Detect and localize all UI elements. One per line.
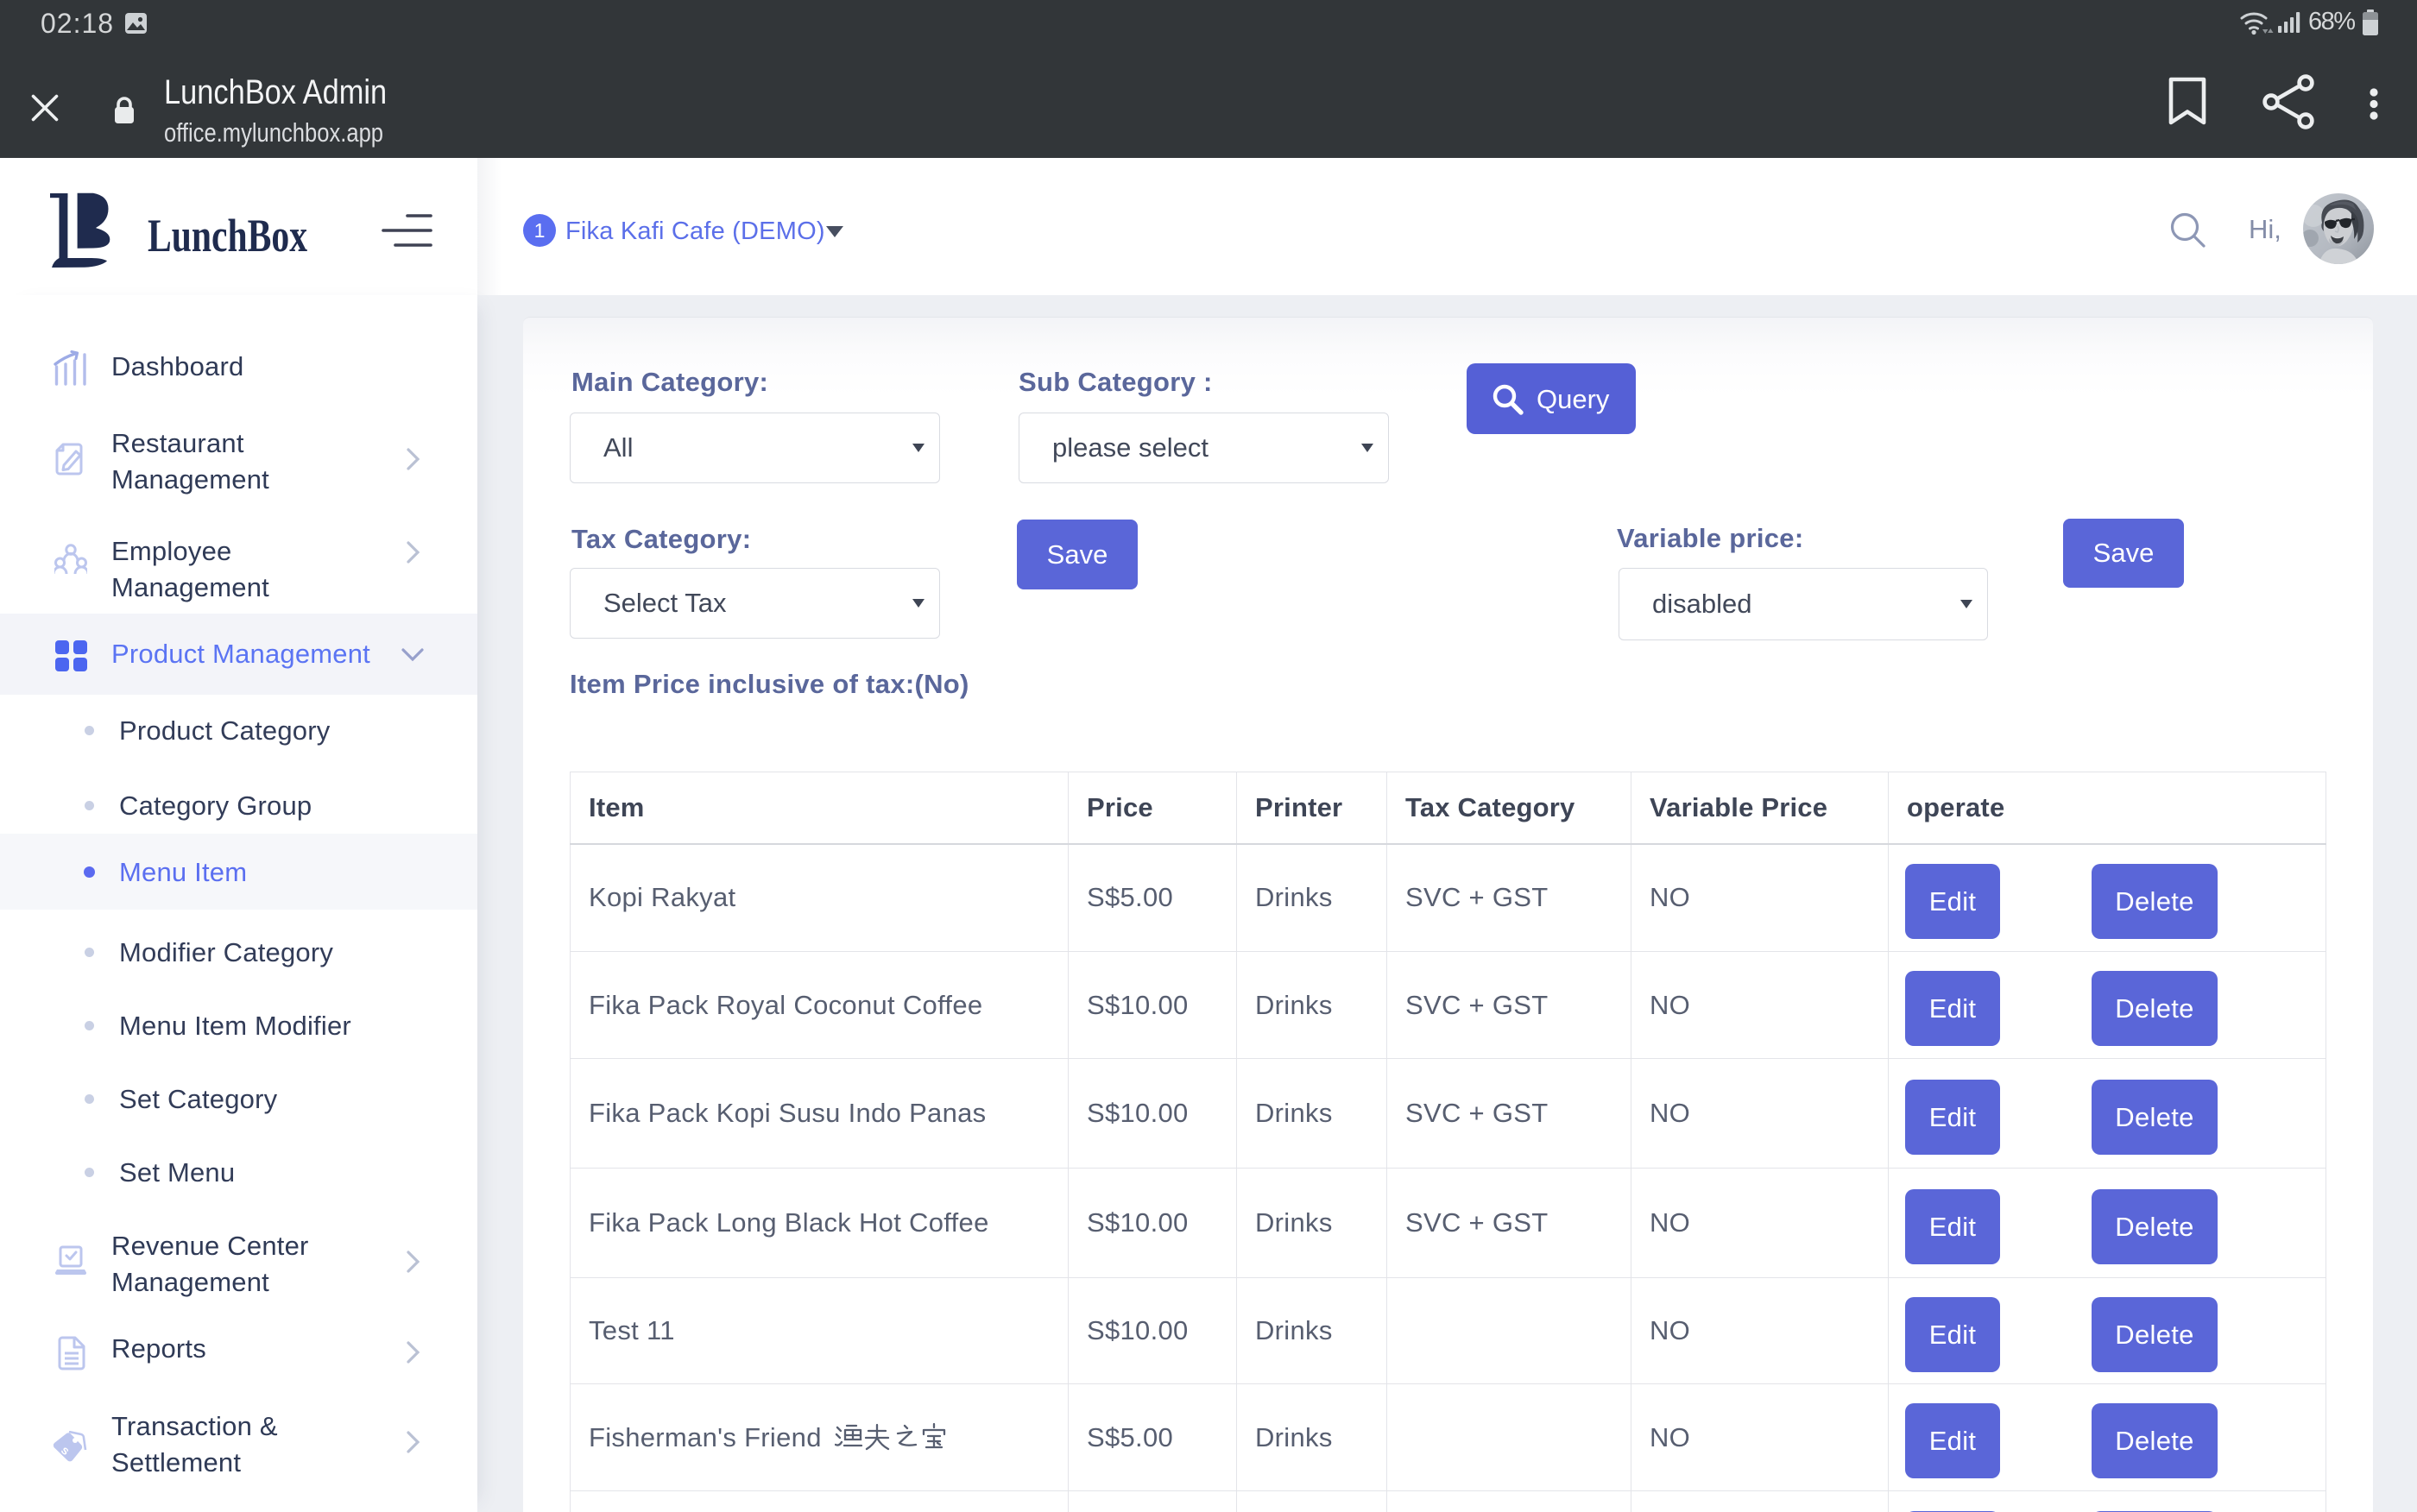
svg-text:LunchBox: LunchBox <box>148 210 307 261</box>
